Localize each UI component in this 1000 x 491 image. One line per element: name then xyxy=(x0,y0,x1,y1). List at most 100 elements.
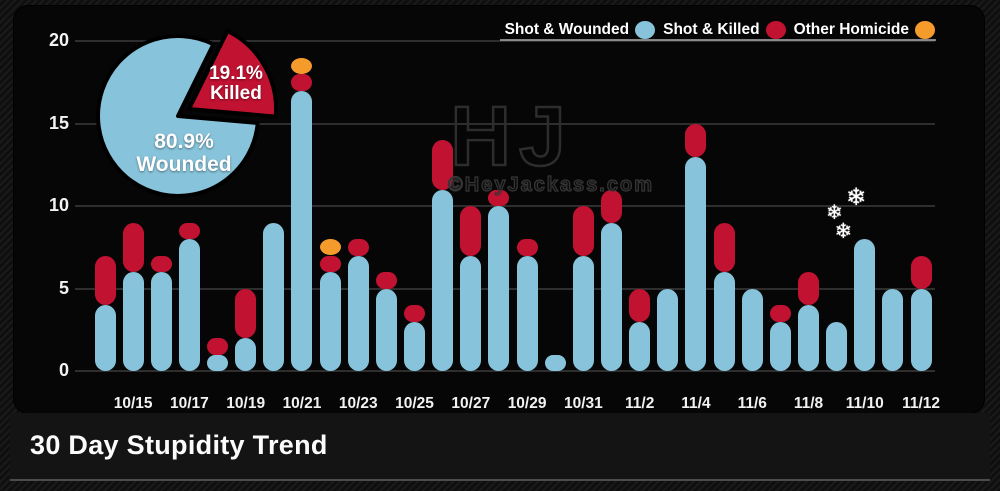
bar-wounded-11-3[interactable] xyxy=(657,288,679,371)
bar-killed-10-14[interactable] xyxy=(94,255,116,305)
x-axis-label-10-31: 10/31 xyxy=(563,395,603,412)
gridline-y-20 xyxy=(75,40,935,42)
bar-killed-10-24[interactable] xyxy=(375,272,397,289)
legend-item-shot-killed[interactable]: Shot & Killed xyxy=(663,21,786,39)
gridline-y-10 xyxy=(75,205,935,207)
bar-killed-10-28[interactable] xyxy=(488,189,510,206)
bar-wounded-10-27[interactable] xyxy=(460,255,482,371)
bar-killed-11-5[interactable] xyxy=(713,222,735,272)
bar-wounded-10-30[interactable] xyxy=(544,354,566,371)
x-axis-label-10-27: 10/27 xyxy=(451,395,491,412)
bar-wounded-11-11[interactable] xyxy=(882,288,904,371)
bar-killed-10-17[interactable] xyxy=(178,222,200,239)
snowflake-icon-3: ❄ xyxy=(834,219,853,243)
y-axis-label-5: 5 xyxy=(58,277,69,298)
x-axis-label-10-23: 10/23 xyxy=(338,395,378,412)
bar-wounded-11-8[interactable] xyxy=(798,305,819,371)
bar-killed-11-8[interactable] xyxy=(798,272,819,305)
snowflake-icon-1: ❄ xyxy=(826,202,843,224)
bar-wounded-11-4[interactable] xyxy=(685,156,707,371)
bar-killed-11-2[interactable] xyxy=(629,288,651,322)
bar-killed-10-22[interactable] xyxy=(319,255,341,272)
watermark-logo: HJ xyxy=(449,89,574,183)
pie-wounded-percent: 80.9% xyxy=(154,130,214,153)
legend-item-shot-wounded[interactable]: Shot & Wounded xyxy=(505,21,656,39)
bar-killed-10-26[interactable] xyxy=(432,140,454,190)
pie-killed-label: 19.1% Killed xyxy=(166,64,306,104)
bar-wounded-11-10[interactable] xyxy=(854,239,876,371)
bar-wounded-10-15[interactable] xyxy=(122,272,144,371)
x-axis-label-11-10: 11/10 xyxy=(845,395,884,412)
bar-killed-11-7[interactable] xyxy=(769,305,791,322)
x-axis-label-10-15: 10/15 xyxy=(113,395,153,412)
bar-wounded-10-31[interactable] xyxy=(572,255,594,371)
marker-other-homicide-10-22[interactable] xyxy=(319,239,341,255)
bar-wounded-10-28[interactable] xyxy=(488,206,510,371)
legend-swatch-shot-killed xyxy=(765,21,786,39)
bar-killed-11-1[interactable] xyxy=(601,189,623,223)
bar-killed-10-18[interactable] xyxy=(207,338,229,355)
bar-killed-10-16[interactable] xyxy=(150,255,172,272)
watermark-url: ©HeyJackass.com xyxy=(447,173,654,196)
bar-killed-10-29[interactable] xyxy=(516,239,538,256)
divider-line xyxy=(10,479,990,481)
snowflake-icon-2: ❄ xyxy=(846,184,867,211)
marker-other-homicide-10-21[interactable] xyxy=(291,57,313,74)
y-axis-label-0: 0 xyxy=(58,360,69,380)
bar-killed-10-23[interactable] xyxy=(347,239,369,256)
bar-wounded-10-24[interactable] xyxy=(375,288,397,371)
bar-killed-10-21[interactable] xyxy=(291,74,313,91)
legend-underline xyxy=(500,39,936,41)
bar-wounded-11-6[interactable] xyxy=(741,288,763,371)
chart-legend: Shot & Wounded Shot & Killed Other Homicid… xyxy=(497,18,935,42)
bar-wounded-11-5[interactable] xyxy=(713,272,735,371)
x-axis-label-10-17: 10/17 xyxy=(170,395,209,412)
pie-chart xyxy=(96,29,279,198)
bar-killed-10-25[interactable] xyxy=(404,305,426,322)
pie-slice-killed[interactable] xyxy=(187,29,279,119)
x-axis-label-11-6: 11/6 xyxy=(737,395,767,412)
x-axis-label-11-2: 11/2 xyxy=(625,395,655,412)
bar-wounded-10-19[interactable] xyxy=(235,338,257,371)
pie-killed-word: Killed xyxy=(210,83,262,104)
bar-wounded-10-20[interactable] xyxy=(263,222,285,371)
bar-wounded-11-1[interactable] xyxy=(601,222,623,371)
gridline-y-15 xyxy=(75,122,935,125)
bar-wounded-11-12[interactable] xyxy=(910,288,932,371)
bar-wounded-10-29[interactable] xyxy=(516,255,538,371)
legend-label-other-homicide: Other Homicide xyxy=(793,21,909,38)
x-axis-label-10-21: 10/21 xyxy=(282,395,322,412)
bar-wounded-11-7[interactable] xyxy=(769,321,791,371)
x-axis-label-10-19: 10/19 xyxy=(226,395,266,412)
bar-wounded-10-26[interactable] xyxy=(432,189,454,371)
pie-wounded-label: 80.9% Wounded xyxy=(104,130,264,176)
bar-wounded-10-23[interactable] xyxy=(347,255,369,371)
gridline-y-0 xyxy=(75,370,935,372)
bar-wounded-10-22[interactable] xyxy=(319,272,341,371)
bar-wounded-11-9[interactable] xyxy=(826,321,848,371)
title-bar xyxy=(10,413,990,479)
bar-wounded-10-25[interactable] xyxy=(404,321,426,371)
bar-wounded-10-14[interactable] xyxy=(94,305,116,371)
bar-killed-10-31[interactable] xyxy=(572,206,594,256)
x-axis-label-10-25: 10/25 xyxy=(395,395,434,412)
legend-item-other-homicide[interactable]: Other Homicide xyxy=(794,21,935,39)
x-axis-label-11-8: 11/8 xyxy=(793,395,824,412)
x-axis-label-11-12: 11/12 xyxy=(902,395,941,412)
pie-slice-wounded[interactable] xyxy=(96,33,260,198)
bar-wounded-10-16[interactable] xyxy=(150,272,172,371)
bar-wounded-10-17[interactable] xyxy=(178,239,200,371)
bar-wounded-10-18[interactable] xyxy=(207,354,229,371)
plot-area: 0 5 10 15 20 10/15 10/17 10/19 10/21 10/23 10/25 10… xyxy=(14,6,984,413)
chart-panel: 0 5 10 15 20 10/15 10/17 10/19 10/21 10/23 10/25 10… xyxy=(14,6,984,413)
y-axis-label-15: 15 xyxy=(48,112,69,133)
bar-killed-10-27[interactable] xyxy=(460,206,482,256)
legend-label-shot-killed: Shot & Killed xyxy=(663,21,760,38)
bar-killed-11-12[interactable] xyxy=(910,255,932,289)
bar-wounded-10-21[interactable] xyxy=(291,90,313,371)
bar-wounded-11-2[interactable] xyxy=(629,321,651,371)
bar-killed-10-19[interactable] xyxy=(235,288,257,338)
bar-killed-10-15[interactable] xyxy=(122,222,144,272)
bar-killed-11-4[interactable] xyxy=(685,123,707,157)
x-axis-label-11-4: 11/4 xyxy=(681,395,711,412)
